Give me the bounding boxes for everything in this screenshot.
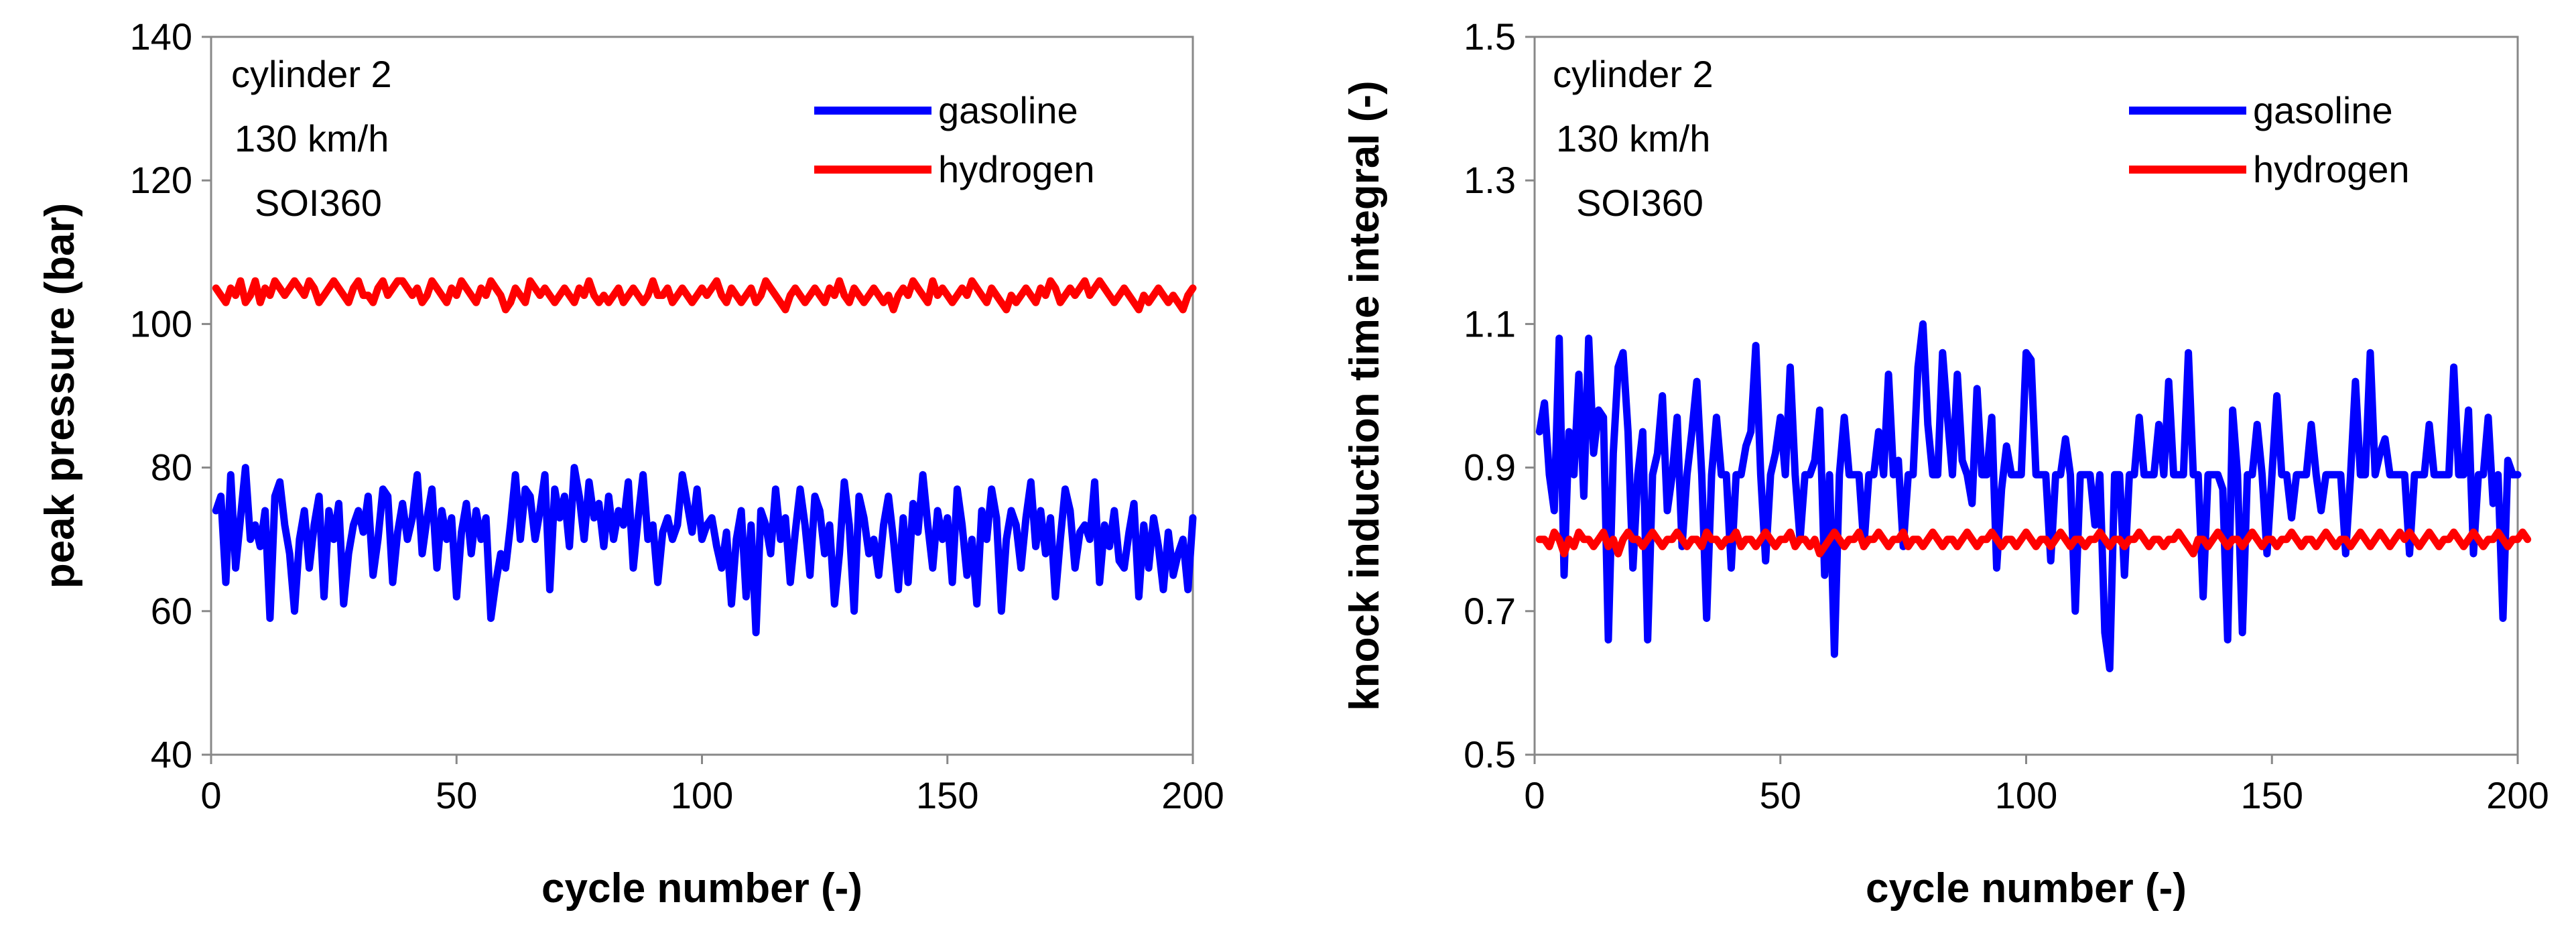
- right-xtick-label: 50: [1760, 774, 1801, 816]
- left-series-hydrogen-line: [212, 277, 1197, 314]
- right-xtick-label: 100: [1995, 774, 2057, 816]
- left-ytick-label: 60: [151, 590, 192, 632]
- left-legend-label-hydrogen: hydrogen: [938, 148, 1095, 190]
- right-series-gasoline-line: [1535, 320, 2522, 672]
- right-ytick-label: 1.1: [1464, 302, 1516, 345]
- left-xtick-label: 50: [436, 774, 477, 816]
- right-xtick-label: 150: [2241, 774, 2303, 816]
- left-ytick-label: 140: [130, 15, 192, 58]
- right-y-axis-title: knock induction time integral (-): [1342, 80, 1388, 710]
- right-ytick-label: 0.9: [1464, 446, 1516, 489]
- left-legend-label-gasoline: gasoline: [938, 89, 1078, 131]
- right-ytick-label: 0.7: [1464, 590, 1516, 632]
- chart-knock-integral: 0.5 0.7 0.9 1.1 1.3 1.5 0 50 100 150 200 cycle numb…: [1342, 15, 2549, 912]
- left-ytick-label: 100: [130, 302, 192, 345]
- right-xtick-label: 200: [2486, 774, 2549, 816]
- right-ytick-label: 0.5: [1464, 733, 1516, 775]
- left-ytick-label: 120: [130, 159, 192, 201]
- right-annotation-line: cylinder 2: [1553, 53, 1714, 95]
- right-annotation-line: SOI360: [1576, 182, 1703, 224]
- left-annotation-line: SOI360: [255, 182, 382, 224]
- left-ytick-label: 40: [151, 733, 192, 775]
- right-x-axis-title: cycle number (-): [1866, 865, 2187, 912]
- left-xtick-label: 0: [200, 774, 221, 816]
- right-annotation-line: 130 km/h: [1556, 117, 1710, 160]
- right-ytick-label: 1.3: [1464, 159, 1516, 201]
- left-x-axis-title: cycle number (-): [541, 865, 862, 912]
- left-y-axis-title: peak pressure (bar): [37, 203, 83, 588]
- right-series-hydrogen-line: [1535, 528, 2532, 558]
- left-xtick-label: 200: [1161, 774, 1224, 816]
- left-xtick-label: 100: [671, 774, 733, 816]
- left-annotation-line: cylinder 2: [231, 53, 392, 95]
- right-legend-label-hydrogen: hydrogen: [2253, 148, 2410, 190]
- right-xtick-label: 0: [1524, 774, 1545, 816]
- chart-peak-pressure: 40 60 80 100 120 140 0 50 100 150 200 cycle number …: [37, 15, 1224, 912]
- right-legend-label-gasoline: gasoline: [2253, 89, 2393, 131]
- left-series-gasoline-line: [212, 464, 1197, 637]
- left-ytick-label: 80: [151, 446, 192, 489]
- left-xtick-label: 150: [916, 774, 978, 816]
- right-ytick-label: 1.5: [1464, 15, 1516, 58]
- left-annotation-line: 130 km/h: [235, 117, 389, 160]
